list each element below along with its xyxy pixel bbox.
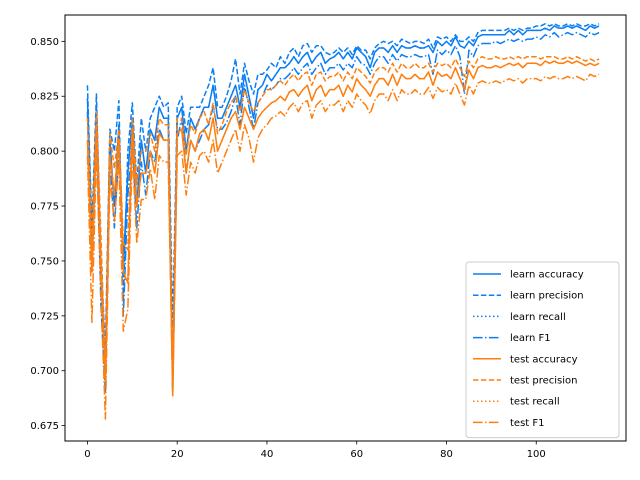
y-tick-label: 0.700: [30, 366, 59, 377]
legend-label-learn-accuracy: learn accuracy: [510, 270, 584, 281]
series-line-learn-recall: [86, 25, 600, 383]
y-tick-label: 0.850: [30, 37, 59, 48]
y-tick-label: 0.775: [30, 202, 59, 213]
x-tick-label: 40: [261, 449, 274, 460]
legend-label-test-recall: test recall: [510, 397, 560, 408]
x-tick-label: 0: [84, 449, 90, 460]
legend-label-learn-f1: learn F1: [510, 333, 551, 344]
y-tick-label: 0.675: [30, 421, 59, 432]
plot-frame: [64, 14, 627, 442]
x-tick-label: 20: [171, 449, 184, 460]
series-line-test-recall: [86, 60, 600, 394]
y-tick-label: 0.725: [30, 311, 59, 322]
y-axis: 0.675 0.700 0.725 0.750 0.775 0.800 0.825 0.850: [30, 37, 65, 432]
x-tick-label: 80: [440, 449, 453, 460]
y-tick-label: 0.750: [30, 256, 59, 267]
series-line-learn-precision: [86, 23, 600, 350]
series-line-learn-f1: [86, 31, 600, 394]
legend-label-test-f1: test F1: [510, 418, 545, 429]
legend-label-test-precision: test precision: [510, 376, 578, 387]
x-axis: 0 20 40 60 80 100: [84, 441, 546, 460]
legend-label-learn-precision: learn precision: [510, 291, 584, 302]
series-line-test-f1: [86, 73, 600, 420]
y-tick-label: 0.800: [30, 147, 59, 158]
legend: learn accuracy learn precision learn recal…: [465, 261, 620, 439]
legend-label-learn-recall: learn recall: [510, 312, 566, 323]
legend-label-test-accuracy: test accuracy: [510, 354, 578, 365]
x-tick-label: 100: [527, 449, 546, 460]
x-tick-label: 60: [350, 449, 363, 460]
legend-box: [465, 261, 620, 439]
series-layer: [86, 23, 600, 420]
y-tick-label: 0.825: [30, 92, 59, 103]
